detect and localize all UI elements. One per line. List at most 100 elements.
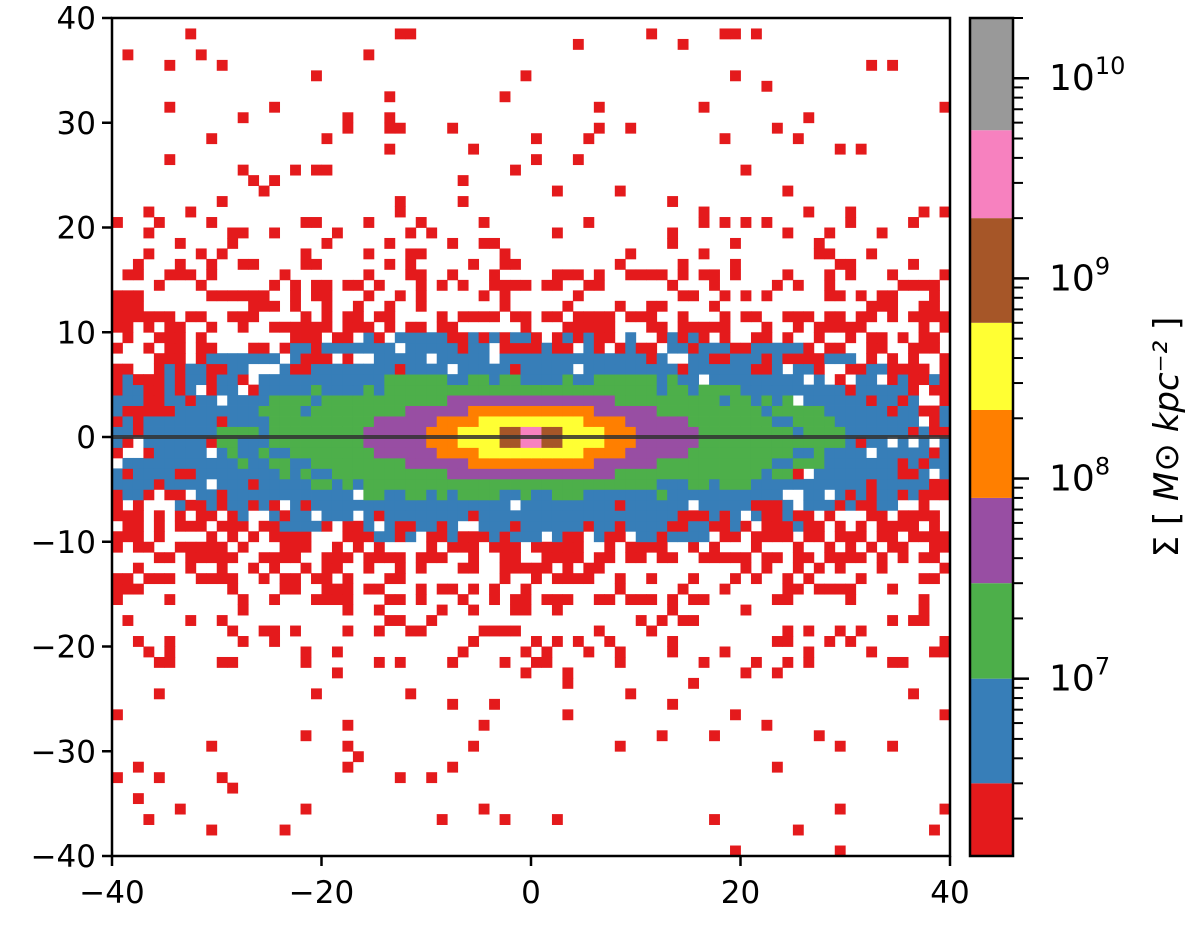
density-pixel [384, 112, 396, 124]
density-pixel [939, 363, 951, 375]
density-pixel [531, 457, 542, 469]
density-pixel [614, 300, 626, 312]
density-pixel [866, 468, 878, 480]
density-pixel [572, 154, 584, 166]
density-pixel [132, 761, 144, 773]
density-pixel [897, 510, 909, 522]
density-pixel [321, 468, 333, 480]
density-pixel [572, 636, 584, 647]
density-pixel [730, 28, 741, 40]
density-pixel [290, 520, 301, 532]
density-pixel [740, 217, 752, 228]
density-pixel [112, 426, 123, 438]
density-pixel [541, 426, 553, 438]
density-pixel [719, 311, 731, 323]
density-pixel [415, 447, 427, 459]
density-pixel [918, 279, 930, 291]
density-pixel [803, 457, 815, 469]
density-pixel [164, 437, 176, 448]
density-pixel [269, 384, 281, 396]
density-pixel [489, 279, 500, 291]
density-pixel [688, 321, 700, 333]
density-pixel [457, 594, 469, 606]
density-pixel [646, 520, 658, 532]
y-tick-label: −10 [31, 525, 96, 561]
density-pixel [625, 468, 637, 480]
density-pixel [384, 258, 396, 270]
density-pixel [541, 520, 553, 532]
density-pixel [792, 311, 804, 323]
density-pixel [698, 395, 710, 406]
density-pixel [468, 143, 480, 155]
density-pixel [384, 143, 396, 155]
density-pixel [918, 510, 930, 522]
density-pixel [604, 405, 616, 417]
density-pixel [279, 552, 291, 564]
density-pixel [300, 384, 312, 396]
density-pixel [782, 499, 794, 511]
density-pixel [290, 541, 301, 553]
density-pixel [929, 510, 940, 522]
density-pixel [771, 531, 783, 543]
density-pixel [384, 457, 396, 469]
density-pixel [593, 447, 605, 459]
density-pixel [813, 489, 825, 501]
density-pixel [426, 468, 438, 480]
density-pixel [667, 395, 679, 406]
density-pixel [164, 416, 176, 427]
density-pixel [311, 279, 322, 291]
density-pixel [939, 803, 951, 815]
density-pixel [918, 573, 930, 585]
density-pixel [782, 227, 794, 239]
density-pixel [216, 489, 228, 501]
density-pixel [834, 384, 846, 396]
density-pixel [269, 175, 281, 187]
density-pixel [813, 374, 825, 386]
density-pixel [887, 468, 899, 480]
density-pixel [688, 594, 700, 606]
density-pixel [688, 510, 700, 522]
density-pixel [195, 468, 207, 480]
density-pixel [845, 416, 857, 427]
density-pixel [520, 594, 532, 606]
density-pixel [813, 520, 825, 532]
density-pixel [405, 353, 417, 365]
density-pixel [834, 395, 846, 406]
density-pixel [750, 499, 762, 511]
density-pixel [447, 656, 459, 668]
density-pixel [457, 468, 469, 480]
density-pixel [719, 426, 731, 438]
density-pixel [258, 573, 270, 585]
density-pixel [887, 447, 899, 459]
density-pixel [457, 531, 469, 543]
density-pixel [866, 300, 878, 312]
density-pixel [929, 416, 940, 427]
density-pixel [824, 499, 836, 511]
density-pixel [352, 457, 364, 469]
density-pixel [447, 416, 459, 427]
density-pixel [279, 416, 291, 427]
density-pixel [604, 510, 616, 522]
density-pixel [447, 520, 459, 532]
density-pixel [667, 552, 679, 564]
density-pixel [457, 510, 469, 522]
density-pixel [206, 552, 218, 564]
density-pixel [311, 688, 322, 700]
density-pixel [426, 499, 438, 511]
density-pixel [531, 541, 542, 553]
density-pixel [415, 437, 427, 448]
density-pixel [604, 520, 616, 532]
density-pixel [489, 594, 500, 606]
density-pixel [562, 384, 574, 396]
density-pixel [331, 227, 343, 239]
density-pixel [426, 772, 438, 784]
density-pixel [384, 353, 396, 365]
colorbar-segment [970, 678, 1013, 784]
density-pixel [290, 321, 301, 333]
density-pixel [551, 363, 563, 375]
density-pixel [750, 468, 762, 480]
density-pixel [635, 269, 647, 281]
density-pixel [855, 489, 867, 501]
density-pixel [929, 478, 940, 490]
density-pixel [122, 583, 134, 595]
